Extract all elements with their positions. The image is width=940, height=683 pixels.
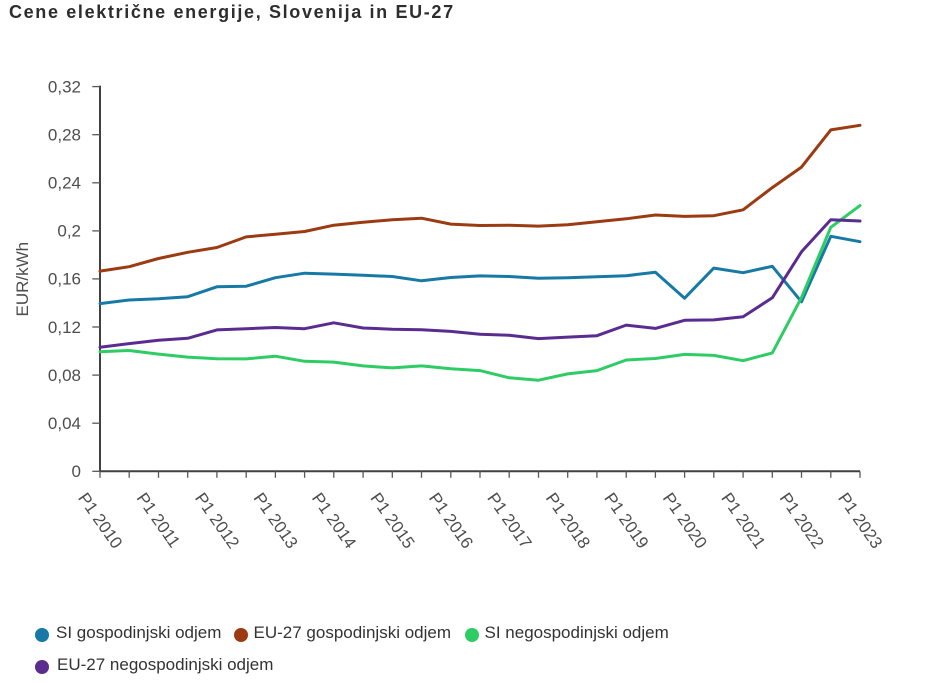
svg-text:P1 2022: P1 2022 xyxy=(776,489,828,552)
svg-text:0: 0 xyxy=(72,462,81,481)
svg-text:P1 2015: P1 2015 xyxy=(366,489,418,552)
svg-text:0,24: 0,24 xyxy=(48,174,81,193)
svg-text:P1 2018: P1 2018 xyxy=(542,489,594,552)
svg-text:0,12: 0,12 xyxy=(48,318,81,337)
svg-text:P1 2010: P1 2010 xyxy=(74,489,126,552)
svg-text:P1 2011: P1 2011 xyxy=(133,489,184,551)
svg-text:0,16: 0,16 xyxy=(48,270,81,289)
svg-text:0,08: 0,08 xyxy=(48,366,81,385)
svg-text:P1 2023: P1 2023 xyxy=(834,489,886,552)
svg-text:EUR/kWh: EUR/kWh xyxy=(13,242,32,317)
svg-text:0,04: 0,04 xyxy=(48,414,81,433)
svg-text:0,32: 0,32 xyxy=(48,77,81,96)
svg-text:P1 2013: P1 2013 xyxy=(250,489,302,552)
svg-text:P1 2017: P1 2017 xyxy=(483,489,535,552)
svg-text:P1 2014: P1 2014 xyxy=(308,489,360,552)
svg-text:0,2: 0,2 xyxy=(57,222,81,241)
svg-text:P1 2021: P1 2021 xyxy=(717,489,769,552)
svg-text:P1 2016: P1 2016 xyxy=(425,489,477,552)
svg-text:0,28: 0,28 xyxy=(48,126,81,145)
svg-text:P1 2020: P1 2020 xyxy=(659,489,711,552)
svg-text:P1 2019: P1 2019 xyxy=(600,489,652,552)
svg-text:P1 2012: P1 2012 xyxy=(191,489,243,552)
